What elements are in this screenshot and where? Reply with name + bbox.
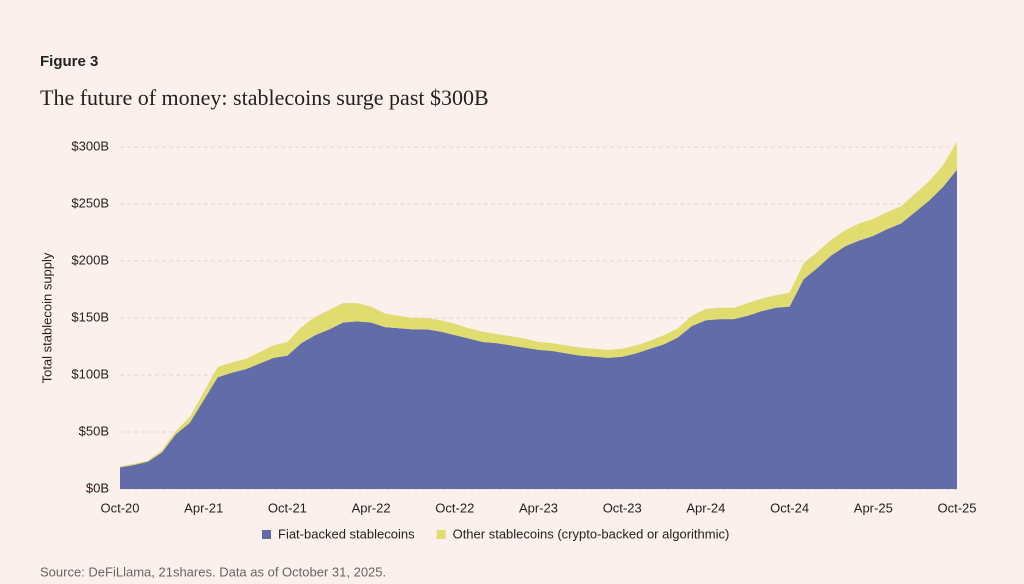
y-tick-label: $200B [71,252,109,267]
y-tick-label: $0B [86,480,109,495]
y-tick-label: $250B [71,195,109,210]
x-tick-label: Apr-25 [854,500,893,515]
legend-label: Fiat-backed stablecoins [278,526,415,541]
y-axis-label: Total stablecoin supply [39,252,54,383]
source: Source: DeFiLlama, 21shares. Data as of … [40,564,386,579]
area [120,169,957,490]
y-tick-label: $100B [71,366,109,381]
x-tick-label: Oct-24 [770,500,809,515]
x-tick-label: Oct-22 [435,500,474,515]
area [120,141,957,468]
y-tick-label: $300B [71,138,109,153]
x-tick-label: Apr-24 [686,500,725,515]
figure-label: Figure 3 [40,53,98,70]
x-tick-label: Apr-22 [352,500,391,515]
y-tick-label: $150B [71,309,109,324]
x-tick-label: Oct-23 [603,500,642,515]
x-tick-label: Oct-21 [268,500,307,515]
x-tick-label: Oct-25 [937,500,976,515]
y-tick-label: $50B [79,423,109,438]
legend-swatch [436,530,446,539]
legend-swatch [262,530,271,539]
chart-title: The future of money: stablecoins surge p… [40,85,489,110]
x-tick-label: Oct-20 [100,500,139,515]
legend-label: Other stablecoins (crypto-backed or algo… [453,526,730,541]
x-tick-label: Apr-23 [519,500,558,515]
x-tick-label: Apr-21 [184,500,223,515]
